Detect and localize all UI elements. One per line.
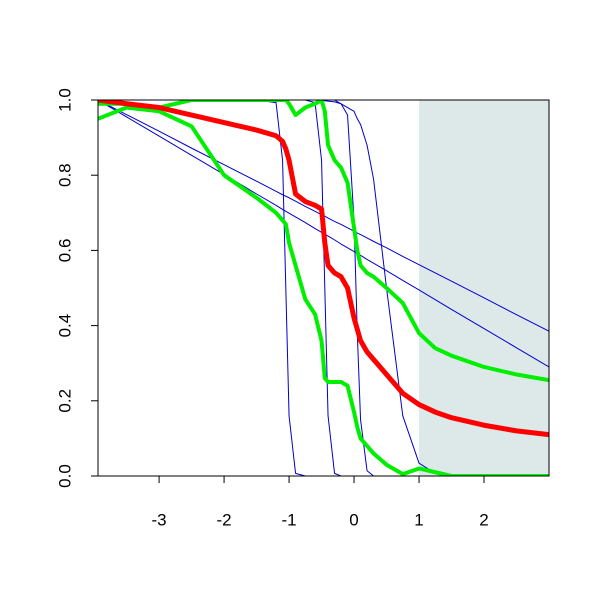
x-tick-label: -1 — [281, 510, 296, 529]
series-line — [98, 100, 549, 476]
y-tick-label: 0.8 — [55, 163, 74, 187]
x-tick-label: 2 — [479, 510, 488, 529]
y-tick-label: 0.6 — [55, 239, 74, 263]
y-tick-label: 1.0 — [55, 88, 74, 112]
y-tick-label: 0.4 — [55, 314, 74, 338]
series-line — [98, 100, 549, 368]
x-tick-label: -2 — [217, 510, 232, 529]
y-tick-label: 0.2 — [55, 389, 74, 413]
x-tick-label: 1 — [414, 510, 423, 529]
shaded-region — [419, 100, 549, 476]
x-tick-label: 0 — [349, 510, 358, 529]
series-line — [98, 100, 549, 383]
x-tick-label: -3 — [152, 510, 167, 529]
series-line — [98, 100, 549, 476]
series-line — [98, 100, 549, 332]
series-line — [98, 100, 549, 438]
series-line — [98, 105, 549, 476]
plot-frame — [97, 99, 550, 477]
y-tick-label: 0.0 — [55, 464, 74, 488]
